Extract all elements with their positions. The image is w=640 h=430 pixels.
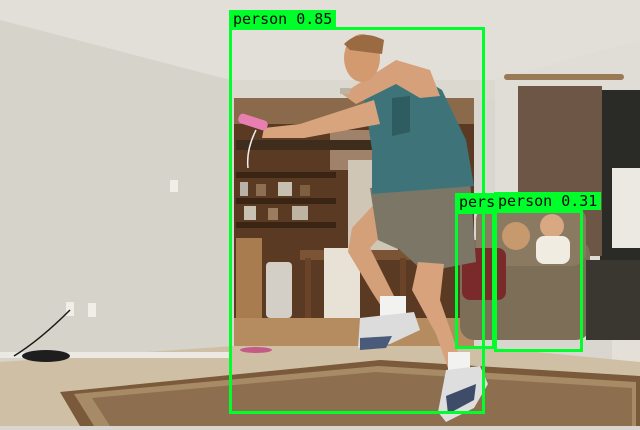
detection-box-person-couch-left [455,211,495,349]
detection-label-person-couch-left: pers [455,193,500,211]
detection-label-person-couch-right: person 0.31 [494,192,602,210]
detection-box-person-main [229,27,485,414]
detection-label-person-main: person 0.85 [229,10,337,28]
detection-box-person-couch-right [494,210,583,352]
